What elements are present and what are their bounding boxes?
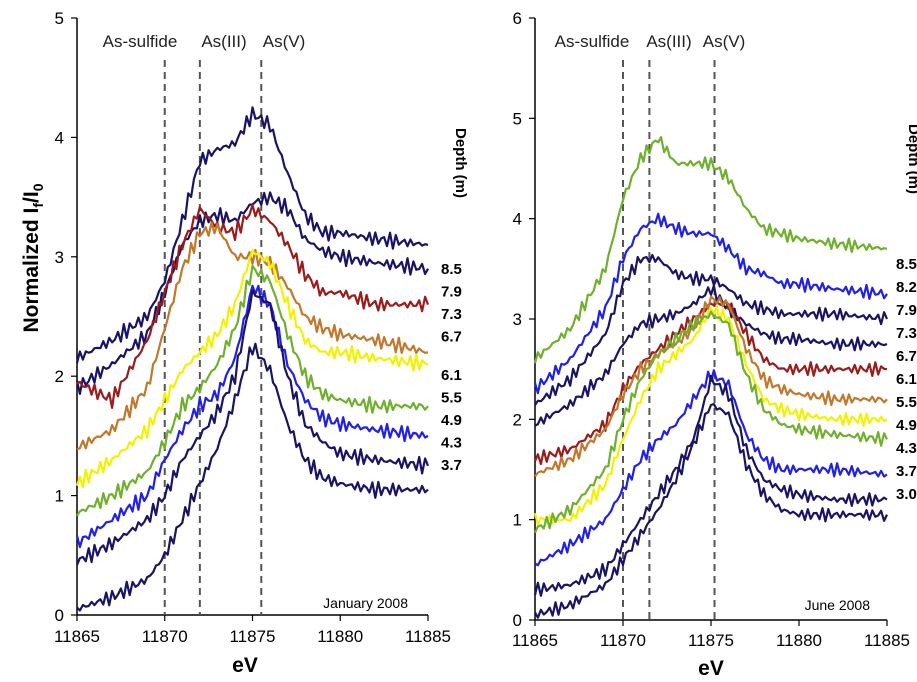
x-tick-label: 11885 [405,627,451,646]
plot-area-january: 0 1 2 3 4 5 11865 11870 11875 11880 11885 As-sulfid… [54,9,469,646]
depth-label: 8.5 [441,261,462,278]
series-line-5-5 [76,264,429,517]
peak-label: As(V) [263,32,306,51]
series-line-3-7 [533,374,888,597]
depth-label: 4.3 [441,435,462,452]
x-tick-label: 11865 [512,631,558,650]
depth-label: 3.7 [441,457,462,474]
series-line-6-1 [75,249,429,489]
x-tick-label: 11875 [229,627,275,646]
y-tick-label: 0 [513,611,522,630]
depth-label: 3.7 [896,463,917,480]
x-tick-label: 11885 [864,631,910,650]
y-tick-label: 2 [513,410,522,429]
depth-label: 7.3 [896,325,917,342]
series-line-7-9 [534,253,889,406]
depth-label: 7.9 [441,284,462,301]
depth-label: 4.9 [441,412,462,429]
depth-label: 6.1 [896,371,917,388]
peak-label: As(III) [201,32,246,51]
depth-label: 4.9 [896,417,917,434]
y-tick-label: 4 [513,210,522,229]
x-tick-label: 11865 [54,627,100,646]
depth-label: 7.9 [896,302,917,319]
x-tick-label: 11880 [317,627,363,646]
series-line-3-0 [534,403,888,619]
y-tick-label: 0 [55,606,64,625]
date-annotation-january: January 2008 [323,595,408,611]
x-tick-label: 11875 [688,631,734,650]
y-axis-title: Normalized If/I0 [20,183,46,332]
y-tick-label: 5 [513,109,522,128]
series-line-5-5 [533,305,888,526]
series-line-8-5 [75,106,429,364]
y-tick-label: 3 [55,248,64,267]
panel-june: 0 1 2 3 4 5 6 11865 11870 11875 11880 11885 As-sulfi… [512,9,917,680]
plot-area-june: 0 1 2 3 4 5 6 11865 11870 11875 11880 11885 As-sulfi… [512,9,917,650]
depth-label: 5.5 [896,394,917,411]
y-tick-label: 5 [55,9,64,28]
peak-label: As(III) [646,32,691,51]
y-tick-label: 6 [513,9,522,28]
x-axis-title-january: eV [232,654,258,677]
depth-label: 8.2 [896,279,917,296]
series-line-3-7 [76,342,429,612]
x-tick-label: 11870 [600,631,646,650]
series-line-4-3 [75,289,430,566]
peak-label: As-sulfide [103,32,178,51]
depth-header: Depth (m) [452,128,469,198]
x-axis-title-june: eV [698,657,724,680]
y-tick-label: 1 [513,511,522,530]
series-line-4-3 [534,369,888,567]
series-line-4-9 [534,310,888,534]
depth-header: Depth (m) [905,124,917,194]
depth-label: 3.0 [896,486,917,503]
peak-label: As(V) [703,32,746,51]
y-tick-label: 1 [55,487,64,506]
depth-label: 6.1 [441,367,462,384]
series-line-6-7 [533,299,888,466]
y-tick-label: 2 [55,367,64,386]
y-tick-label: 4 [55,128,64,147]
peak-label: As-sulfide [555,32,630,51]
y-tick-label: 3 [513,310,522,329]
date-annotation-june: June 2008 [805,597,871,613]
depth-label: 6.7 [896,348,917,365]
series-line-7-3 [76,203,430,409]
panel-january: 0 1 2 3 4 5 11865 11870 11875 11880 11885 As-sulfid… [54,9,469,677]
x-tick-label: 11880 [776,631,822,650]
series-line-7-3 [534,284,888,427]
series-line-8-5 [533,136,888,364]
depth-label: 8.5 [896,256,917,273]
series-line-4-9 [75,284,429,549]
depth-label: 4.3 [896,440,917,457]
depth-label: 7.3 [441,306,462,323]
series-line-6-1 [534,295,888,478]
depth-label: 5.5 [441,390,462,407]
series-line-8-2 [533,212,888,395]
depth-label: 6.7 [441,329,462,346]
x-tick-label: 11870 [142,627,188,646]
series-line-6-7 [76,221,429,451]
